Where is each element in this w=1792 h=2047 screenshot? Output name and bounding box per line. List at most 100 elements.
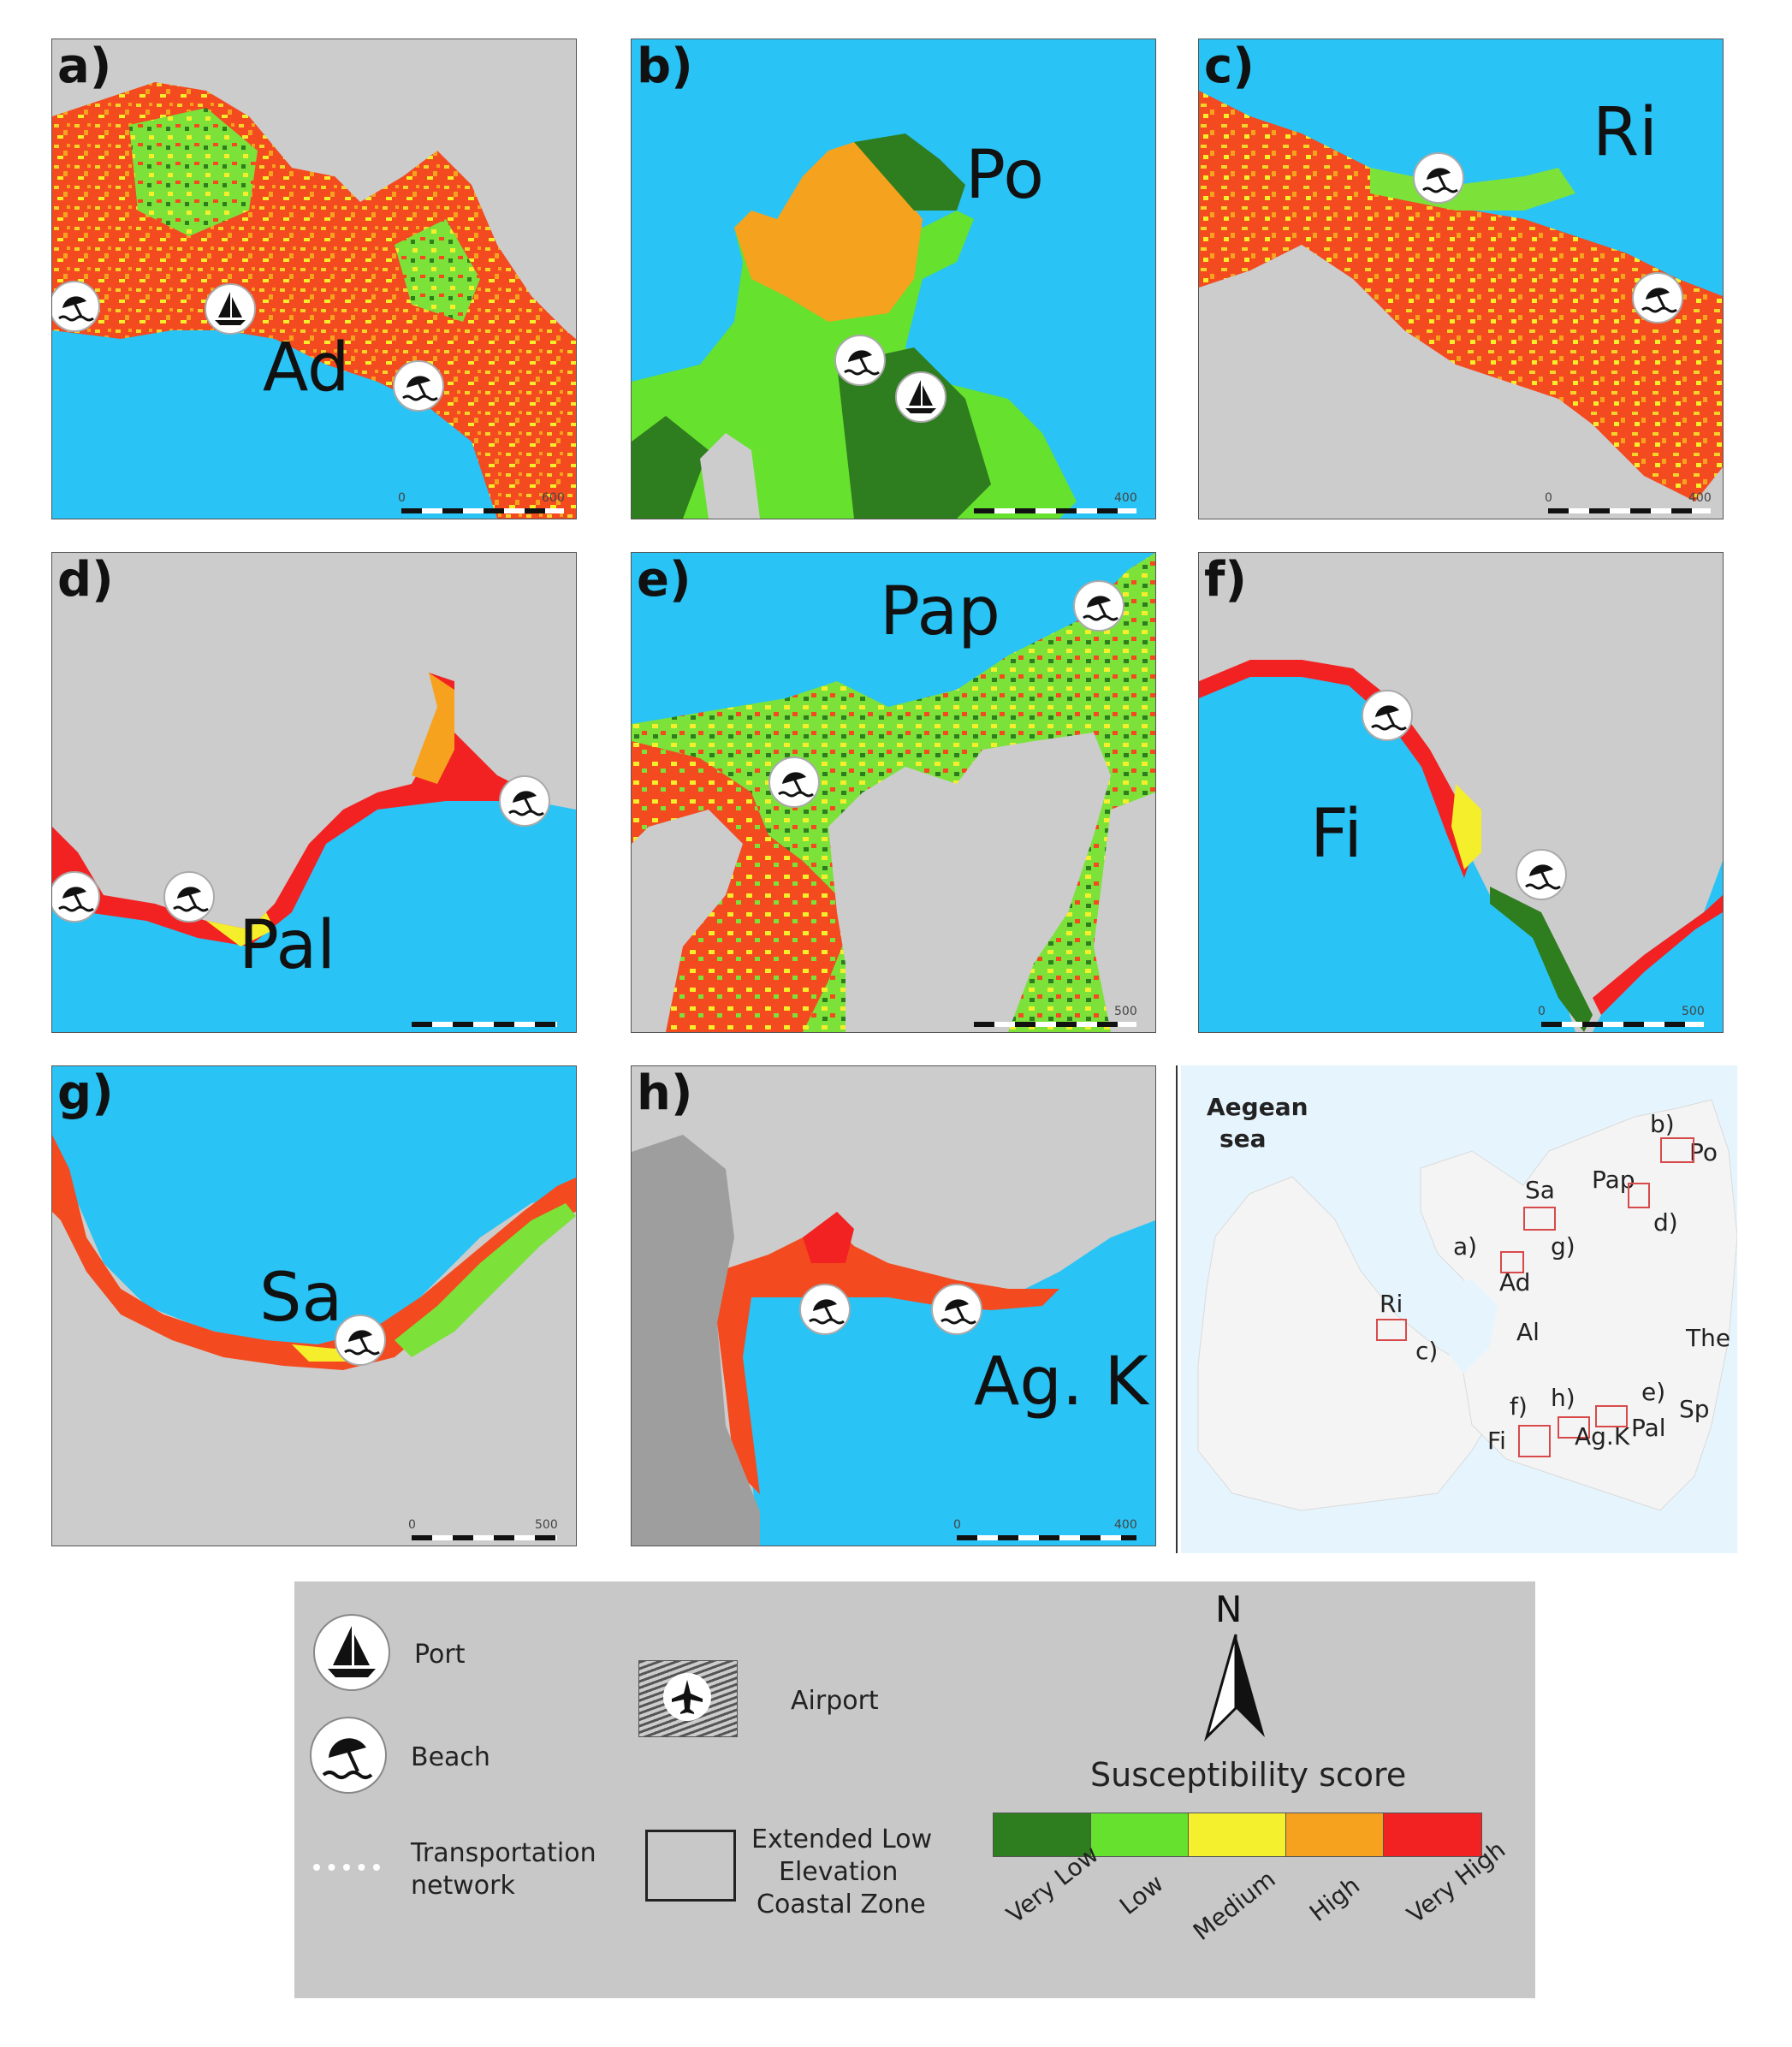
beach-icon xyxy=(768,756,820,808)
legend-transport-label: Transportation xyxy=(411,1838,596,1868)
scale-start: 0 xyxy=(953,1518,961,1532)
scale-bar xyxy=(974,508,1136,513)
swatch-low xyxy=(1090,1813,1190,1857)
inset-label-c: c) xyxy=(1415,1337,1439,1365)
legend-elcz-label: Extended Low xyxy=(751,1824,933,1854)
airport-icon xyxy=(663,1673,711,1721)
legend-elcz-label: Elevation xyxy=(779,1857,899,1887)
map-panel-f: f) Fi 0 500 xyxy=(1198,552,1724,1033)
map-g-graphic xyxy=(52,1066,576,1546)
beach-icon xyxy=(799,1284,851,1335)
inset-box-e2 xyxy=(1595,1405,1628,1427)
beach-icon xyxy=(52,871,100,923)
scale-end: 400 xyxy=(1114,491,1137,505)
class-label-low: Low xyxy=(1114,1869,1169,1921)
place-name-po: Po xyxy=(965,137,1044,214)
north-arrow-icon xyxy=(1203,1634,1265,1742)
scale-end: 400 xyxy=(1688,491,1712,505)
beach-icon xyxy=(931,1284,982,1335)
inset-label-f: f) xyxy=(1510,1392,1528,1421)
susceptibility-title: Susceptibility score xyxy=(1090,1756,1407,1794)
map-f-graphic xyxy=(1199,553,1723,1032)
map-a-graphic xyxy=(52,39,576,519)
scale-end: 500 xyxy=(535,1518,558,1532)
scale-start: 0 xyxy=(398,491,406,505)
port-icon xyxy=(895,371,946,423)
map-panel-b: b) Po 400 xyxy=(631,39,1156,519)
inset-divider xyxy=(1176,1065,1178,1553)
scale-bar xyxy=(957,1535,1136,1540)
swatch-very-low xyxy=(993,1813,1092,1857)
map-panel-e: e) Pap 500 xyxy=(631,552,1156,1033)
inset-label-agk: Ag.K xyxy=(1575,1422,1630,1451)
swatch-very-high xyxy=(1383,1813,1482,1857)
beach-icon xyxy=(1516,849,1567,900)
port-icon xyxy=(313,1614,390,1691)
scale-bar xyxy=(1548,508,1711,513)
inset-label-b: b) xyxy=(1650,1110,1675,1138)
overview-inset-map: Aegean sea b) Po Pap Sa d) a) g) Ad Ri A… xyxy=(1181,1065,1737,1553)
inset-label-fi: Fi xyxy=(1487,1427,1506,1455)
beach-icon xyxy=(310,1717,387,1794)
inset-box-b xyxy=(1660,1137,1694,1163)
place-name-fi: Fi xyxy=(1310,796,1362,873)
inset-box-a xyxy=(1500,1251,1524,1273)
panel-label-e: e) xyxy=(637,552,691,608)
inset-label-ad: Ad xyxy=(1499,1268,1531,1296)
scale-bar xyxy=(974,1022,1136,1027)
scale-start: 0 xyxy=(408,1518,416,1532)
scale-bar xyxy=(412,1022,557,1027)
place-name-agk: Ag. K xyxy=(974,1344,1148,1421)
inset-box-f xyxy=(1518,1425,1551,1457)
map-b-graphic xyxy=(632,39,1155,519)
place-name-ri: Ri xyxy=(1593,94,1658,171)
beach-icon xyxy=(1073,580,1124,632)
map-legend: Port Beach Transportation network Airpor… xyxy=(294,1581,1535,1998)
map-panel-g: g) Sa 0 500 xyxy=(51,1065,577,1546)
transport-line-swatch xyxy=(313,1864,380,1871)
swatch-high xyxy=(1285,1813,1385,1857)
inset-label-g: g) xyxy=(1551,1232,1575,1261)
map-panel-a: a) Ad 0 600 xyxy=(51,39,577,519)
inset-box-g xyxy=(1523,1207,1556,1231)
inset-box-e xyxy=(1628,1183,1650,1208)
place-name-ad: Ad xyxy=(263,329,350,406)
legend-airport-label: Airport xyxy=(791,1686,879,1716)
map-d-graphic xyxy=(52,553,576,1032)
inset-sea-label: sea xyxy=(1219,1124,1267,1153)
inset-label-al: Al xyxy=(1516,1318,1540,1346)
beach-icon xyxy=(1362,690,1413,741)
scale-bar xyxy=(412,1535,557,1540)
place-name-pap: Pap xyxy=(880,573,1000,650)
scale-end: 500 xyxy=(1114,1005,1137,1018)
legend-elcz-label: Coastal Zone xyxy=(757,1890,926,1919)
elcz-swatch xyxy=(645,1830,736,1902)
beach-icon xyxy=(1413,152,1464,204)
north-label: N xyxy=(1215,1588,1243,1630)
inset-box-c xyxy=(1376,1319,1407,1341)
map-panel-c: c) Ri 0 400 xyxy=(1198,39,1724,519)
inset-label-pal: Pal xyxy=(1631,1414,1666,1442)
scale-end: 600 xyxy=(542,491,565,505)
panel-label-f: f) xyxy=(1204,552,1247,608)
legend-port-label: Port xyxy=(414,1640,466,1670)
legend-beach-label: Beach xyxy=(411,1742,490,1772)
beach-icon xyxy=(1632,272,1683,323)
map-h-graphic xyxy=(632,1066,1155,1546)
beach-icon xyxy=(499,775,550,827)
scale-bar xyxy=(401,508,564,513)
inset-label-d: d) xyxy=(1653,1208,1678,1237)
beach-icon xyxy=(52,281,100,332)
legend-transport-label: network xyxy=(411,1871,515,1901)
inset-label-sa: Sa xyxy=(1525,1176,1555,1204)
inset-land-graphic xyxy=(1197,1099,1737,1511)
map-c-graphic xyxy=(1199,39,1723,519)
panel-label-a: a) xyxy=(57,39,112,94)
beach-icon xyxy=(335,1314,386,1366)
panel-label-h: h) xyxy=(637,1065,693,1121)
port-icon xyxy=(205,283,256,335)
swatch-medium xyxy=(1188,1813,1287,1857)
map-panel-h: h) Ag. K 0 400 xyxy=(631,1065,1156,1546)
map-e-graphic xyxy=(632,553,1155,1032)
